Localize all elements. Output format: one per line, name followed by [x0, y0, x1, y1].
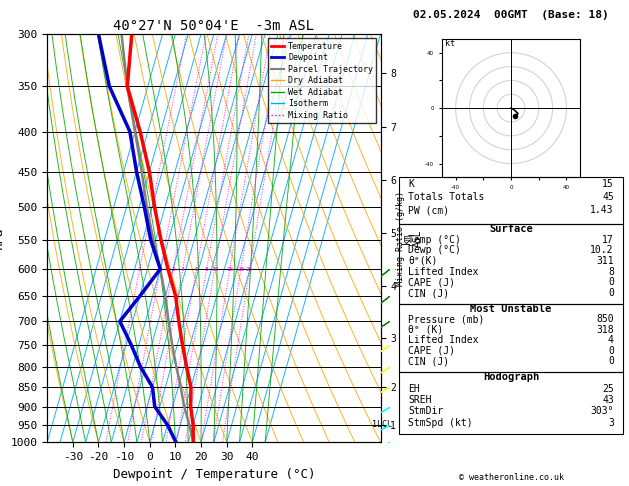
- Text: Lifted Index: Lifted Index: [408, 267, 479, 277]
- Text: 8: 8: [204, 266, 208, 272]
- Text: θᵉ (K): θᵉ (K): [408, 325, 443, 335]
- Text: 25: 25: [602, 384, 614, 394]
- Y-axis label: km
ASL: km ASL: [402, 229, 423, 247]
- Text: 15: 15: [602, 179, 614, 189]
- Text: CIN (J): CIN (J): [408, 288, 450, 298]
- Text: SREH: SREH: [408, 395, 432, 405]
- Text: 10.2: 10.2: [590, 245, 614, 255]
- Text: Mixing Ratio (g/kg): Mixing Ratio (g/kg): [396, 191, 404, 286]
- Text: Lifted Index: Lifted Index: [408, 335, 479, 346]
- Text: 0: 0: [608, 356, 614, 366]
- Text: 303°: 303°: [590, 406, 614, 417]
- Text: 20: 20: [237, 266, 245, 272]
- Text: 3: 3: [171, 266, 175, 272]
- Text: Hodograph: Hodograph: [483, 372, 539, 382]
- Text: 6: 6: [194, 266, 198, 272]
- Text: PW (cm): PW (cm): [408, 206, 450, 215]
- Text: Surface: Surface: [489, 224, 533, 234]
- Text: 311: 311: [596, 256, 614, 266]
- Text: 1LCL: 1LCL: [372, 420, 392, 429]
- Text: Most Unstable: Most Unstable: [470, 304, 552, 314]
- Text: 318: 318: [596, 325, 614, 335]
- Text: 850: 850: [596, 314, 614, 325]
- Text: 02.05.2024  00GMT  (Base: 18): 02.05.2024 00GMT (Base: 18): [413, 11, 609, 20]
- Text: 45: 45: [602, 192, 614, 202]
- Text: 0: 0: [608, 288, 614, 298]
- Text: StmDir: StmDir: [408, 406, 443, 417]
- Text: 2: 2: [159, 266, 162, 272]
- Text: 1: 1: [138, 266, 142, 272]
- Text: CAPE (J): CAPE (J): [408, 278, 455, 287]
- Text: StmSpd (kt): StmSpd (kt): [408, 417, 473, 428]
- Text: CAPE (J): CAPE (J): [408, 346, 455, 356]
- Text: 1.43: 1.43: [590, 206, 614, 215]
- Text: 17: 17: [602, 235, 614, 244]
- Text: Temp (°C): Temp (°C): [408, 235, 461, 244]
- Text: 4: 4: [608, 335, 614, 346]
- Text: kt: kt: [445, 39, 455, 48]
- Text: 8: 8: [608, 267, 614, 277]
- Text: 25: 25: [246, 266, 253, 272]
- Text: 4: 4: [181, 266, 184, 272]
- Text: 15: 15: [226, 266, 233, 272]
- Legend: Temperature, Dewpoint, Parcel Trajectory, Dry Adiabat, Wet Adiabat, Isotherm, Mi: Temperature, Dewpoint, Parcel Trajectory…: [268, 38, 376, 123]
- Title: 40°27'N 50°04'E  -3m ASL: 40°27'N 50°04'E -3m ASL: [113, 19, 314, 33]
- Text: EH: EH: [408, 384, 420, 394]
- Text: θᵉ(K): θᵉ(K): [408, 256, 438, 266]
- X-axis label: Dewpoint / Temperature (°C): Dewpoint / Temperature (°C): [113, 468, 315, 481]
- Text: 10: 10: [211, 266, 218, 272]
- Text: K: K: [408, 179, 415, 189]
- Text: Dewp (°C): Dewp (°C): [408, 245, 461, 255]
- Text: CIN (J): CIN (J): [408, 356, 450, 366]
- Text: 0: 0: [608, 278, 614, 287]
- Text: 3: 3: [608, 417, 614, 428]
- Text: 0: 0: [608, 346, 614, 356]
- Y-axis label: hPa: hPa: [0, 227, 5, 249]
- Text: © weatheronline.co.uk: © weatheronline.co.uk: [459, 473, 564, 482]
- Text: 43: 43: [602, 395, 614, 405]
- Text: Totals Totals: Totals Totals: [408, 192, 485, 202]
- Text: Pressure (mb): Pressure (mb): [408, 314, 485, 325]
